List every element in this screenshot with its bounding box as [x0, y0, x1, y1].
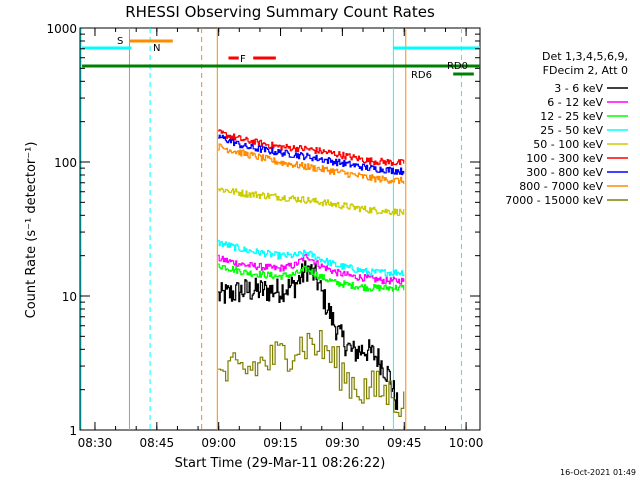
legend-entry-label: 12 - 25 keV	[540, 110, 603, 123]
series-25-50-kev	[218, 239, 405, 277]
legend-entry-label: 800 - 7000 keV	[519, 180, 603, 193]
flag-label-rd6: RD6	[411, 70, 432, 81]
x-tick-label: 08:45	[140, 436, 175, 450]
series-300-800-kev	[218, 134, 405, 176]
legend-entry: 50 - 100 keV	[533, 138, 628, 151]
x-tick-label: 08:30	[78, 436, 113, 450]
legend-entry: 800 - 7000 keV	[519, 180, 628, 193]
x-tick-label: 09:45	[387, 436, 422, 450]
series-100-300-kev	[218, 129, 405, 166]
legend-entry: 6 - 12 keV	[547, 96, 628, 109]
x-tick-label: 10:00	[449, 436, 484, 450]
y-tick-label: 10	[62, 290, 77, 304]
y-tick-label: 1000	[46, 22, 77, 36]
legend: Det 1,3,4,5,6,9, FDecim 2, Att 0 3 - 6 k…	[505, 50, 628, 207]
plot-frame	[79, 27, 481, 431]
chart-title: RHESSI Observing Summary Count Rates	[125, 3, 435, 21]
legend-entry-label: 7000 - 15000 keV	[505, 194, 603, 207]
legend-entry: 300 - 800 keV	[526, 166, 628, 179]
x-axis-title: Start Time (29-Mar-11 08:26:22)	[175, 456, 386, 471]
y-axis-title: Count Rate (s⁻¹ detector⁻¹)	[24, 142, 39, 319]
legend-entry-label: 300 - 800 keV	[526, 166, 603, 179]
instrument-boundary-lines	[80, 28, 462, 430]
render-timestamp: 16-Oct-2021 01:49	[560, 468, 636, 477]
x-tick-label: 09:15	[263, 436, 298, 450]
flag-label-s: S	[117, 36, 123, 47]
legend-entry: 25 - 50 keV	[540, 124, 628, 137]
legend-entry: 12 - 25 keV	[540, 110, 628, 123]
count-rate-series	[218, 129, 405, 417]
series-800-7000-kev	[218, 143, 405, 185]
legend-entry: 7000 - 15000 keV	[505, 194, 628, 207]
y-tick-label: 1	[69, 424, 77, 438]
legend-entry-label: 3 - 6 keV	[554, 82, 603, 95]
series-7000-15000-kev	[218, 330, 405, 417]
series-12-25-kev	[218, 263, 405, 292]
series-50-100-kev	[218, 187, 405, 216]
flag-label-rd0: RD0	[447, 61, 468, 72]
legend-entry-label: 50 - 100 keV	[533, 138, 603, 151]
legend-entry-label: 25 - 50 keV	[540, 124, 603, 137]
y-tick-label: 100	[54, 156, 77, 170]
observing-flag-bars	[82, 39, 480, 76]
axis-ticks: 08:30 08:45 09:00 09:15 09:30 09:45 10:00 1 10 10…	[46, 22, 483, 450]
x-tick-label: 09:30	[325, 436, 360, 450]
flag-label-n: N	[153, 43, 160, 54]
legend-entry: 100 - 300 keV	[526, 152, 628, 165]
legend-entry: 3 - 6 keV	[554, 82, 628, 95]
legend-header-line-2: FDecim 2, Att 0	[543, 64, 628, 77]
legend-entry-label: 6 - 12 keV	[547, 96, 603, 109]
series-6-12-kev	[218, 254, 405, 285]
legend-entry-label: 100 - 300 keV	[526, 152, 603, 165]
legend-header-line-1: Det 1,3,4,5,6,9,	[542, 50, 628, 63]
x-tick-label: 09:00	[201, 436, 236, 450]
series-3-6-kev	[218, 260, 399, 411]
flag-label-f: F	[240, 54, 246, 65]
